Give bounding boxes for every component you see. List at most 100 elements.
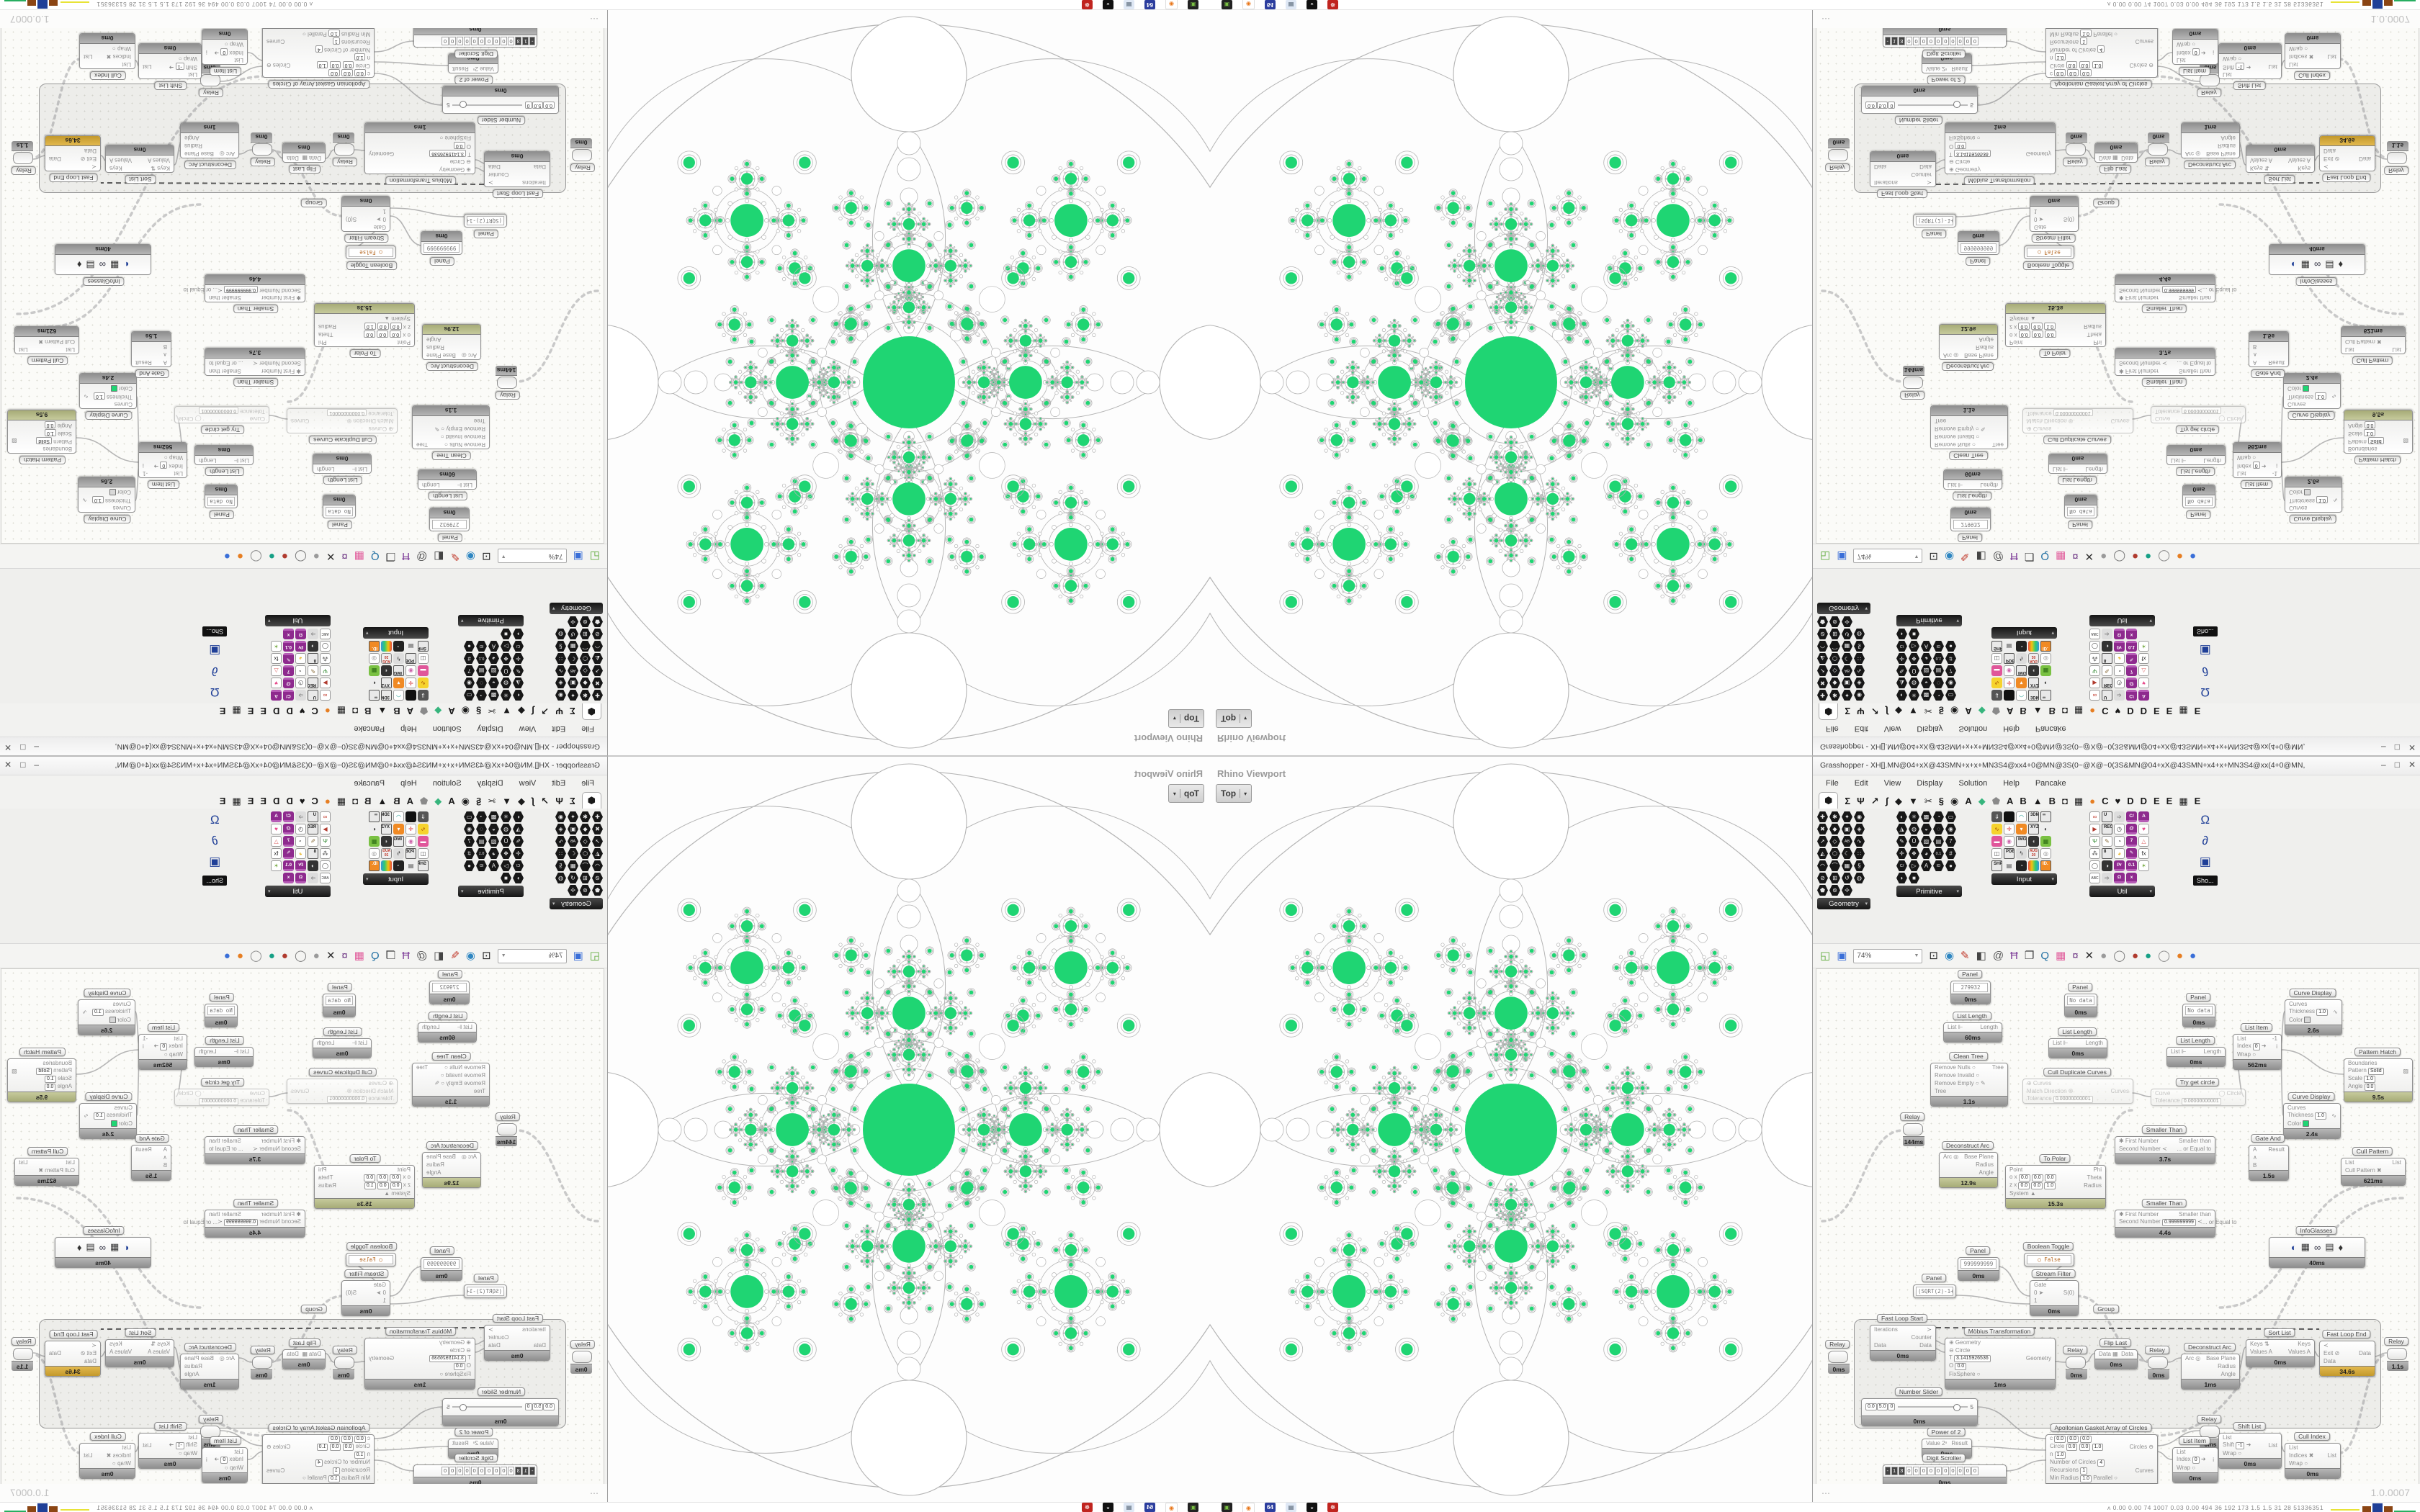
stream-filter-node[interactable]: Gate 0 ➤ S(0) 1 0ms bbox=[341, 1280, 390, 1316]
try-get-circle-node[interactable]: Curve ◯ Circle Tolerance 0.00000000001 bbox=[174, 1089, 269, 1106]
palette-icon[interactable]: ◉ bbox=[1854, 690, 1865, 701]
palette-icon[interactable]: ϟ bbox=[393, 848, 404, 859]
palette-icon[interactable]: ✚ bbox=[1817, 690, 1828, 701]
palette-icon[interactable]: ➩ bbox=[2114, 811, 2125, 822]
side-tool-icon[interactable]: ▣ bbox=[209, 855, 220, 869]
component-tab-14[interactable]: B bbox=[2020, 703, 2026, 718]
curve-display-node[interactable]: Curves Thickness 1.0 ∿ Color 2.6s bbox=[2285, 477, 2342, 513]
palette-icon[interactable]: ▨ bbox=[1921, 836, 1932, 847]
palette-icon[interactable]: ◌ bbox=[1933, 824, 1944, 834]
recorder-icon[interactable]: ▣ bbox=[1188, 0, 1198, 9]
curve-display-node[interactable]: Curves Thickness 1.0 ∿ Color 2.4s bbox=[2283, 1103, 2341, 1139]
palette-icon[interactable]: @ bbox=[2126, 824, 2137, 834]
menu-solution[interactable]: Solution bbox=[433, 725, 462, 734]
palette-icon[interactable]: ◈ bbox=[1854, 678, 1865, 688]
infoglasses-node[interactable]: ◐ ▦ ∞ ▤ ♦ 40ms bbox=[55, 1237, 151, 1268]
palette-icon[interactable]: ⇓ bbox=[1991, 811, 2002, 822]
palette-icon[interactable]: ▩ bbox=[1921, 811, 1932, 822]
list-length-node[interactable]: List ⊩ Length 0ms bbox=[2048, 454, 2107, 474]
palette-icon[interactable]: SHP bbox=[418, 641, 429, 652]
palette-icon[interactable]: U bbox=[2102, 811, 2112, 822]
palette-icon[interactable]: ◎ bbox=[369, 848, 380, 859]
component-tab-3[interactable]: ↗ bbox=[541, 794, 549, 809]
palette-icon[interactable]: ◉ bbox=[1945, 678, 1956, 688]
palette-icon[interactable]: Ω bbox=[2114, 629, 2125, 639]
palette-icon[interactable]: ◐ bbox=[2040, 678, 2051, 688]
list-length-node[interactable]: List ⊩ Length 60ms bbox=[418, 469, 477, 490]
palette-icon[interactable]: ✶ bbox=[271, 860, 282, 871]
cull-duplicate-curves-node[interactable]: ⊕ Curves Match Direction ֍ Curves Tolerance… bbox=[2022, 1079, 2133, 1104]
menu-help[interactable]: Help bbox=[2003, 725, 2020, 734]
minimize-button[interactable]: – bbox=[2381, 760, 2386, 770]
component-tab-16[interactable]: B bbox=[364, 794, 371, 809]
component-tab-26[interactable]: ▦ bbox=[232, 794, 241, 809]
component-tab-6[interactable]: ▼ bbox=[502, 794, 511, 809]
palette-icon[interactable]: ◔ bbox=[1933, 811, 1944, 822]
palette-icon[interactable]: AUG 20 bbox=[2028, 653, 2039, 664]
palette-icon[interactable]: U bbox=[308, 690, 318, 701]
palette-icon[interactable]: ▨ bbox=[488, 665, 499, 676]
deconstruct-arc-node[interactable]: Arc ◎ Base Plane Radius Angle 1ms bbox=[2181, 122, 2240, 158]
palette-group-label[interactable]: Geometry ▾ bbox=[550, 898, 603, 909]
palette-icon[interactable]: ◐ bbox=[2040, 824, 2051, 834]
palette-icon[interactable]: ▶ bbox=[2089, 824, 2100, 834]
palette-icon[interactable]: ◍ bbox=[1854, 873, 1865, 883]
palette-icon[interactable]: ◐ bbox=[369, 678, 380, 688]
palette-icon[interactable]: ♥ bbox=[2138, 678, 2149, 688]
component-tab-23[interactable]: D bbox=[2141, 794, 2147, 809]
list-length-node[interactable]: List ⊩ Length 0ms bbox=[194, 445, 254, 465]
component-tab-25[interactable]: E bbox=[2166, 794, 2173, 809]
sort-list-node[interactable]: Keys ⇅ Keys Values A Values A 0ms bbox=[105, 145, 174, 173]
palette-icon[interactable]: ◯ bbox=[2089, 860, 2100, 871]
palette-icon[interactable]: ⊚ bbox=[1829, 616, 1840, 627]
box-icon[interactable]: ▦ bbox=[354, 950, 364, 962]
panel-node[interactable]: (SQRT(2)-1+1/512)*1 bbox=[1913, 214, 1956, 228]
digit-scroller-node[interactable]: -1 3 0 0 0 0 0 0 0 0 0 0 0ms bbox=[413, 27, 537, 48]
pattern-hatch-node[interactable]: Boundaries Pattern Solid ▨ Scale 1.0 Angle 0… bbox=[7, 410, 76, 454]
gimp-icon[interactable]: ◒ bbox=[1103, 0, 1113, 9]
component-tab-18[interactable]: ▦ bbox=[2074, 794, 2083, 809]
palette-icon[interactable]: ◎ bbox=[2040, 848, 2051, 859]
palette-icon[interactable]: ▷ bbox=[1909, 860, 1919, 871]
palette-icon[interactable]: § bbox=[1854, 860, 1865, 871]
shift-list-node[interactable]: List Shift -1 ➜ List Wrap ○ 0ms bbox=[2218, 43, 2282, 79]
viewport-top-tab[interactable]: Top ▾ bbox=[1216, 709, 1252, 728]
menu-display[interactable]: Display bbox=[478, 725, 503, 734]
smaller-than-node[interactable]: ✱ First Number Smaller than Second Number … bbox=[2115, 348, 2215, 376]
gate-and-node[interactable]: A Result ∧ B 1.5s bbox=[2249, 1145, 2289, 1181]
palette-icon[interactable]: IMG bbox=[393, 665, 404, 676]
palette-icon[interactable]: A bbox=[1921, 860, 1932, 871]
open-file-icon[interactable]: ◱ bbox=[590, 950, 600, 962]
list-length-node[interactable]: List ⊩ Length 0ms bbox=[2166, 445, 2226, 465]
fast-loop-start-node[interactable]: Iterations ≻ Counter Data Data 0ms bbox=[1870, 1325, 1936, 1361]
component-tab-9[interactable]: ◉ bbox=[1950, 794, 1958, 809]
grasshopper-titlebar[interactable]: Grasshopper - XH[].MN@04+xX@43SMN+x+x+MN… bbox=[1813, 737, 2420, 755]
palette-icon[interactable]: 7 bbox=[2126, 665, 2137, 676]
palette-icon[interactable]: ▾ bbox=[393, 678, 404, 688]
open-file-icon[interactable]: ◱ bbox=[1820, 551, 1830, 563]
component-tab-23[interactable]: D bbox=[273, 794, 279, 809]
ball-teal-icon[interactable]: ● bbox=[2145, 950, 2151, 962]
palette-icon[interactable]: 0.1 bbox=[283, 860, 294, 871]
palette-icon[interactable]: IMG bbox=[393, 836, 404, 847]
menu-display[interactable]: Display bbox=[1917, 779, 1942, 788]
palette-icon[interactable] bbox=[2028, 860, 2039, 871]
menu-edit[interactable]: Edit bbox=[1855, 779, 1868, 788]
palette-icon[interactable]: Ü bbox=[1909, 665, 1919, 676]
palette-group-label[interactable]: Util ▾ bbox=[2089, 615, 2155, 626]
palette-icon[interactable]: ϟ bbox=[393, 653, 404, 664]
panel-node[interactable]: (SQRT(2)-1+1/512)*1 bbox=[1913, 1284, 1956, 1298]
m-bius-transformation-node[interactable]: ⊕ Geometry ⊖ Circle T 3.1415926536 Geometry… bbox=[1945, 1338, 2056, 1390]
palette-icon[interactable]: ABC bbox=[2089, 873, 2100, 883]
palette-icon[interactable]: ⌒ bbox=[580, 860, 591, 871]
palette-icon[interactable]: ◫ bbox=[1991, 653, 2002, 664]
component-tab-25[interactable]: E bbox=[248, 703, 254, 718]
palette-icon[interactable]: ▣ bbox=[1842, 678, 1852, 688]
palette-icon[interactable]: ID. bbox=[369, 641, 380, 652]
palette-icon[interactable]: ⬟ bbox=[592, 885, 603, 896]
palette-icon[interactable]: ✛ bbox=[1896, 848, 1907, 859]
component-tab-12[interactable]: ⬟ bbox=[420, 794, 428, 809]
ball-white-icon[interactable]: ◯ bbox=[2158, 551, 2170, 563]
palette-icon[interactable]: IMG bbox=[2016, 665, 2027, 676]
